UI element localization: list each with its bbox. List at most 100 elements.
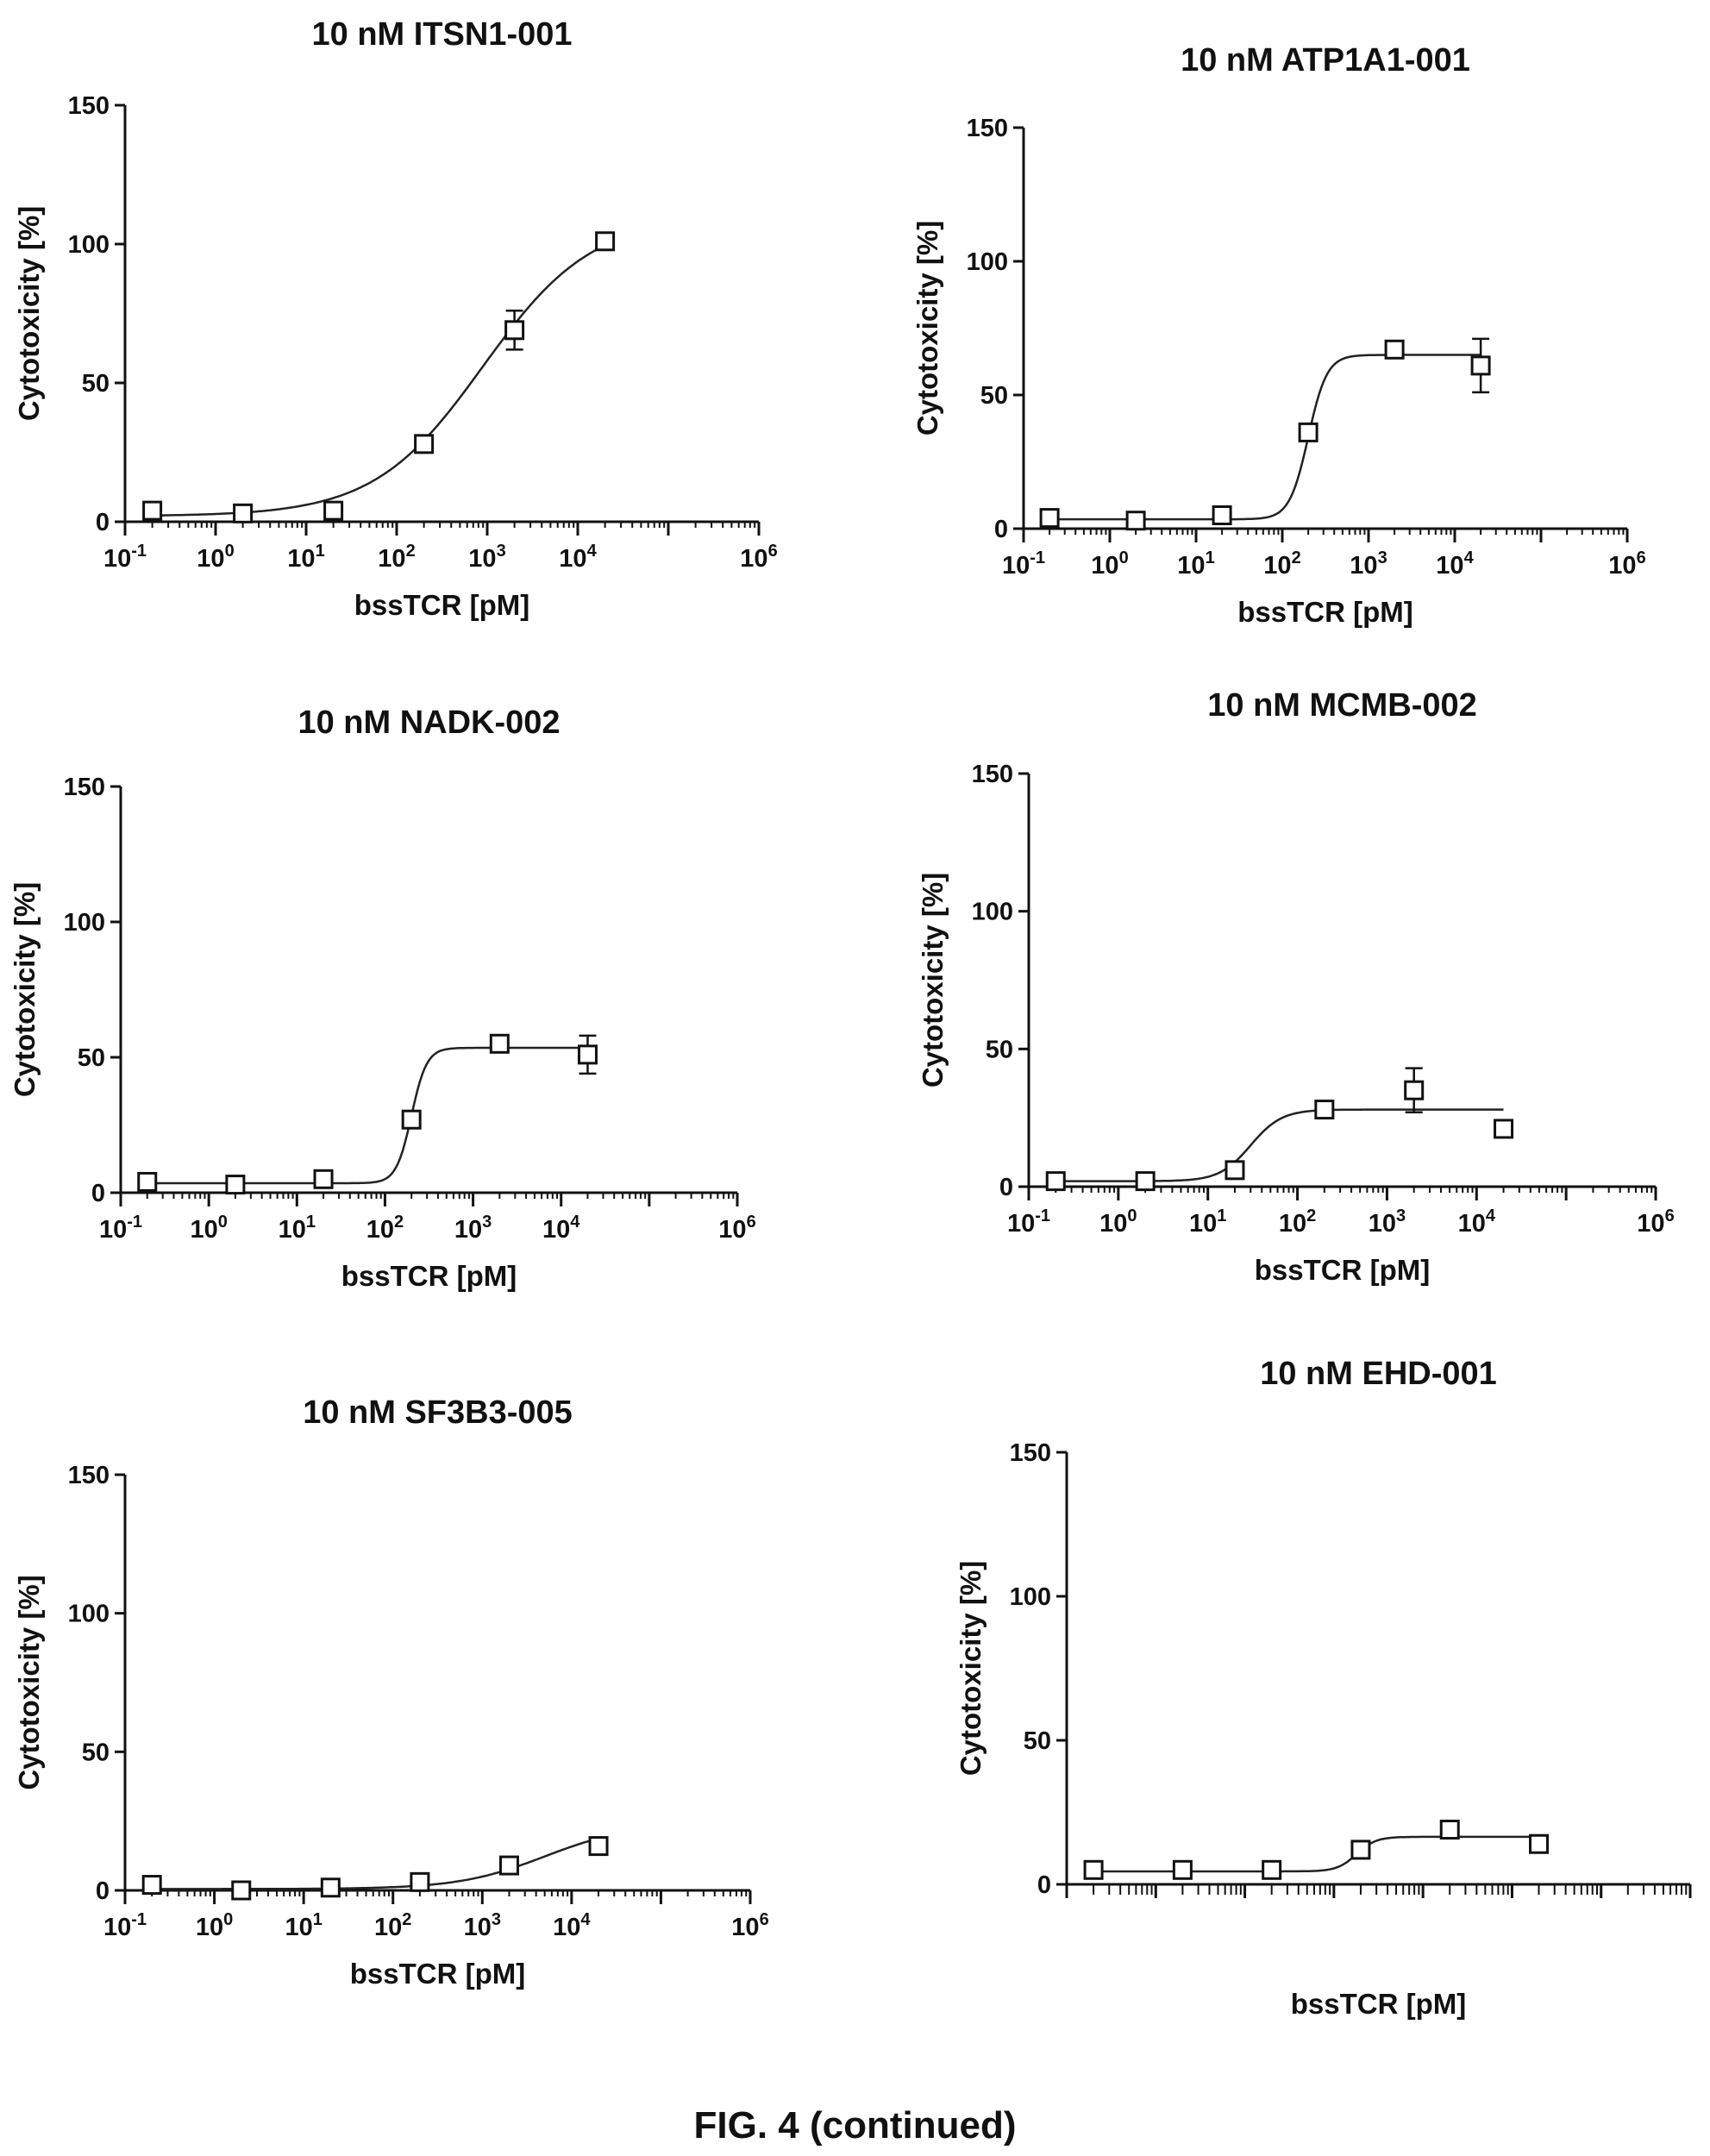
chart-title: 10 nM ATP1A1-001 (1181, 42, 1470, 78)
x-tick-label: 10-1 (103, 542, 147, 573)
y-tick-label: 0 (1037, 1871, 1051, 1899)
y-tick-label: 150 (967, 115, 1008, 142)
y-tick-label: 150 (68, 92, 110, 120)
data-point (141, 1875, 162, 1896)
x-axis-label: bssTCR [pM] (1237, 596, 1412, 628)
x-tick-label: 104 (1458, 1206, 1496, 1238)
y-axis-label: Cytotoxicity [%] (13, 206, 45, 421)
chart-panel-ehd: 10 nM EHD-001 0 50 100 150 Cytotoxicity [%] bs… (955, 1356, 1692, 2020)
x-axis-label: bssTCR [pM] (354, 589, 529, 621)
data-point (1350, 1839, 1371, 1860)
chart-title: 10 nM ITSN1-001 (312, 16, 573, 53)
x-tick-label: 102 (366, 1213, 404, 1244)
x-tick-label: 10-1 (99, 1213, 142, 1244)
y-tick-label: 150 (64, 774, 105, 801)
data-point (313, 1169, 334, 1189)
y-tick-label: 50 (82, 1739, 110, 1766)
y-tick-label: 100 (972, 899, 1013, 926)
x-tick-label: 102 (1279, 1206, 1316, 1238)
x-tick-label: 104 (1436, 548, 1474, 580)
data-point (1083, 1859, 1104, 1880)
y-tick-label: 50 (78, 1044, 105, 1072)
y-tick-label: 150 (68, 1462, 110, 1489)
y-tick-label: 100 (1010, 1583, 1051, 1611)
x-tick-label: 101 (1177, 548, 1214, 580)
data-point (1262, 1859, 1282, 1880)
y-tick-label: 0 (96, 1877, 110, 1905)
fit-curve (152, 244, 606, 517)
y-tick-label: 50 (82, 370, 110, 398)
data-point (1439, 1820, 1460, 1840)
x-tick-label: 106 (718, 1213, 755, 1244)
x-tick-label: 103 (1350, 548, 1387, 580)
chart-panel-nadk: 10 nM NADK-002 0 50 100 150 Cytotoxicity [%] 1… (9, 705, 756, 1292)
x-tick-label: 106 (1637, 1206, 1674, 1238)
y-tick-label: 0 (994, 516, 1008, 543)
data-point (323, 500, 344, 521)
data-point (489, 1033, 510, 1054)
y-tick-label: 0 (96, 509, 110, 536)
chart-title: 10 nM MCMB-002 (1207, 687, 1477, 724)
fit-curve (1049, 354, 1481, 521)
data-point (1298, 422, 1319, 442)
data-point (142, 500, 163, 521)
data-point (1125, 511, 1146, 531)
data-point (1529, 1833, 1550, 1854)
y-axis-label: Cytotoxicity [%] (911, 221, 943, 436)
chart-title: 10 nM SF3B3-005 (303, 1395, 573, 1431)
chart-title: 10 nM EHD-001 (1260, 1356, 1497, 1392)
y-axis-label: Cytotoxicity [%] (917, 873, 949, 1087)
data-point (1172, 1859, 1193, 1880)
chart-panel-atp1a1: 10 nM ATP1A1-001 0 50 100 150 Cytotoxicity [%… (911, 42, 1646, 628)
y-tick-label: 150 (972, 761, 1013, 788)
data-point (577, 1044, 598, 1065)
x-tick-label: 101 (1189, 1206, 1226, 1238)
x-tick-label: 100 (196, 1910, 233, 1941)
x-tick-label: 104 (559, 542, 597, 573)
data-point (225, 1175, 246, 1195)
data-point (1404, 1080, 1425, 1100)
x-tick-label: 106 (1608, 548, 1645, 580)
x-tick-label: 102 (378, 542, 415, 573)
y-tick-label: 0 (91, 1180, 105, 1207)
y-tick-label: 50 (1024, 1727, 1051, 1755)
x-axis-label: bssTCR [pM] (1255, 1254, 1430, 1286)
data-point (1384, 339, 1405, 360)
x-tick-label: 10-1 (1002, 548, 1045, 580)
x-tick-label: 102 (1263, 548, 1300, 580)
x-tick-label: 106 (731, 1910, 768, 1941)
fit-curve (1093, 1835, 1539, 1873)
y-tick-label: 100 (68, 231, 110, 259)
chart-panel-itsn1: 10 nM ITSN1-001 0 50 100 150 Cytotoxicity [%]… (13, 16, 778, 621)
data-point (1212, 505, 1232, 525)
x-tick-label: 10-1 (1007, 1206, 1050, 1238)
x-tick-label: 104 (542, 1213, 580, 1244)
fit-curve (152, 1837, 599, 1890)
data-point (588, 1836, 609, 1857)
x-tick-label: 100 (197, 542, 234, 573)
x-tick-label: 10-1 (103, 1910, 147, 1941)
x-tick-label: 101 (287, 542, 324, 573)
chart-panel-mcmb: 10 nM MCMB-002 0 50 100 150 Cytotoxicity [%] 1… (917, 687, 1675, 1286)
data-point (320, 1877, 341, 1898)
x-tick-label: 104 (553, 1910, 591, 1941)
x-axis-label: bssTCR [pM] (350, 1958, 525, 1990)
data-point (595, 231, 616, 252)
y-tick-label: 150 (1010, 1439, 1051, 1467)
x-axis-label: bssTCR [pM] (341, 1260, 517, 1292)
x-tick-label: 101 (285, 1910, 322, 1941)
x-tick-label: 102 (374, 1910, 411, 1941)
figure-caption: FIG. 4 (continued) (693, 2104, 1017, 2147)
data-point (1470, 355, 1491, 376)
fit-curve (147, 1046, 588, 1185)
y-tick-label: 100 (967, 248, 1008, 276)
data-point (1314, 1100, 1335, 1120)
data-point (1135, 1171, 1156, 1192)
y-tick-label: 50 (986, 1036, 1013, 1063)
x-tick-label: 101 (279, 1213, 316, 1244)
data-point (231, 1880, 252, 1901)
data-point (414, 434, 435, 454)
x-tick-label: 100 (190, 1213, 227, 1244)
fit-curve (1055, 1108, 1504, 1182)
